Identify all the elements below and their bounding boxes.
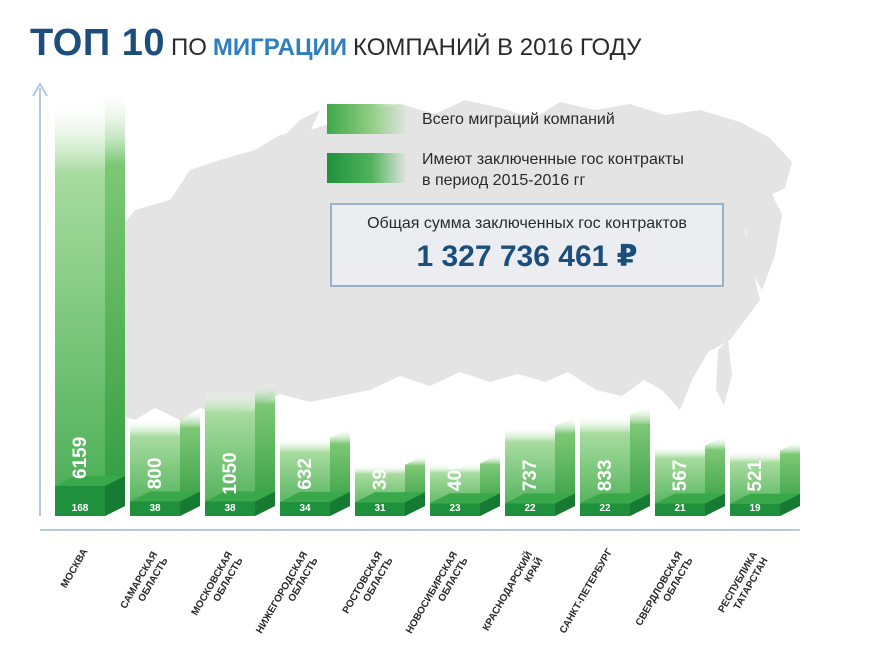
bar-contracts bbox=[55, 485, 105, 516]
label-contracts: 168 bbox=[72, 503, 89, 514]
title-top10: ТОП 10 bbox=[30, 22, 165, 64]
bar-contracts-top bbox=[730, 493, 800, 504]
label-total: 567 bbox=[670, 460, 691, 492]
bar-contracts bbox=[430, 503, 480, 516]
bar-contracts-side bbox=[705, 493, 725, 516]
title-migration: МИГРАЦИИ bbox=[212, 34, 347, 61]
label-total: 737 bbox=[520, 460, 541, 492]
bar-group: 168 6159 bbox=[55, 86, 125, 516]
label-contracts: 31 bbox=[374, 503, 386, 514]
bar-contracts bbox=[355, 502, 405, 516]
legend-label-contracts: Имеют заключенные гос контракты в период… bbox=[422, 149, 742, 191]
bar-contracts bbox=[730, 503, 780, 516]
label-total: 800 bbox=[145, 458, 166, 490]
total-contracts-label: Общая сумма заключенных гос контрактов bbox=[367, 215, 687, 232]
label-contracts: 21 bbox=[674, 503, 686, 514]
bar-group: 22 737 bbox=[505, 416, 575, 516]
kamchatka-shape bbox=[745, 190, 782, 290]
label-total: 1050 bbox=[220, 452, 241, 494]
bar-group: 19 521 bbox=[730, 440, 800, 516]
legend-label-total: Всего миграций компаний bbox=[422, 111, 615, 128]
bar-contracts-top bbox=[280, 491, 350, 502]
label-total: 409 bbox=[445, 459, 466, 491]
bar-contracts-side bbox=[180, 491, 200, 516]
bar-total bbox=[55, 96, 105, 516]
novaya-zemlya-shape bbox=[275, 110, 320, 152]
sakhalin-shape bbox=[716, 340, 732, 405]
label-total: 833 bbox=[595, 460, 616, 492]
bar-total-side bbox=[105, 86, 125, 516]
title-companies: КОМПАНИЙ В 2016 ГОДУ bbox=[353, 34, 642, 61]
label-total: 6159 bbox=[70, 437, 91, 479]
bar-contracts bbox=[280, 501, 330, 516]
bar-contracts-side bbox=[255, 491, 275, 516]
bar-total-side bbox=[555, 416, 575, 516]
bar-group: 38 1050 bbox=[205, 380, 275, 516]
bar-group: 34 632 bbox=[280, 428, 350, 516]
bar-group: 21 567 bbox=[655, 435, 725, 516]
bar-contracts-side bbox=[555, 493, 575, 516]
bar-group: 22 833 bbox=[580, 405, 650, 516]
bar-contracts-top bbox=[655, 493, 725, 504]
bar-contracts-side bbox=[405, 492, 425, 516]
label-contracts: 22 bbox=[599, 503, 611, 514]
total-contracts-value: 1 327 736 461 ₽ bbox=[416, 240, 638, 273]
label-total: 632 bbox=[295, 458, 316, 490]
label-total: 397 bbox=[370, 458, 391, 490]
bar-contracts bbox=[655, 503, 705, 516]
bar-contracts-side bbox=[330, 491, 350, 516]
legend-swatch-total bbox=[327, 104, 407, 134]
bar-contracts bbox=[505, 503, 555, 516]
total-contracts-box: Общая сумма заключенных гос контрактов 1… bbox=[330, 203, 724, 287]
chart-title: ТОП 10 ПО МИГРАЦИИ КОМПАНИЙ В 2016 ГОДУ bbox=[30, 22, 641, 65]
bar-group: 31 397 bbox=[355, 454, 425, 516]
legend-swatch-contracts bbox=[327, 153, 407, 183]
bar-group: 38 800 bbox=[130, 408, 200, 516]
label-contracts: 23 bbox=[449, 503, 461, 514]
y-axis-arrow bbox=[32, 82, 48, 97]
bar-group: 23 409 bbox=[430, 453, 500, 516]
bar-contracts-side bbox=[480, 493, 500, 516]
bar-contracts-top bbox=[355, 492, 425, 503]
label-contracts: 34 bbox=[299, 503, 311, 514]
label-contracts: 19 bbox=[749, 503, 761, 514]
label-total: 521 bbox=[745, 459, 766, 491]
bar-contracts bbox=[580, 503, 630, 516]
bar-contracts-top bbox=[430, 493, 500, 504]
label-contracts: 38 bbox=[149, 503, 161, 514]
bar-contracts-side bbox=[630, 493, 650, 516]
bar-contracts-top bbox=[580, 493, 650, 504]
title-po: ПО bbox=[170, 34, 207, 61]
bar-contracts-side bbox=[105, 475, 125, 516]
bar-contracts-top bbox=[205, 491, 275, 502]
bar-contracts-side bbox=[780, 493, 800, 516]
legend-label-contracts-line1: Имеют заключенные гос контракты bbox=[422, 151, 684, 168]
bar-contracts-top bbox=[130, 491, 200, 502]
label-contracts: 38 bbox=[224, 503, 236, 514]
bar-contracts bbox=[130, 501, 180, 516]
bar-total-side bbox=[255, 380, 275, 516]
bar-contracts-top bbox=[505, 493, 575, 504]
bar-total-side bbox=[630, 405, 650, 516]
bar-contracts bbox=[205, 501, 255, 516]
legend-label-contracts-line2: в период 2015-2016 гг bbox=[422, 172, 586, 189]
bar-total-side bbox=[180, 408, 200, 516]
bar-contracts-top bbox=[55, 475, 125, 486]
label-contracts: 22 bbox=[524, 503, 536, 514]
